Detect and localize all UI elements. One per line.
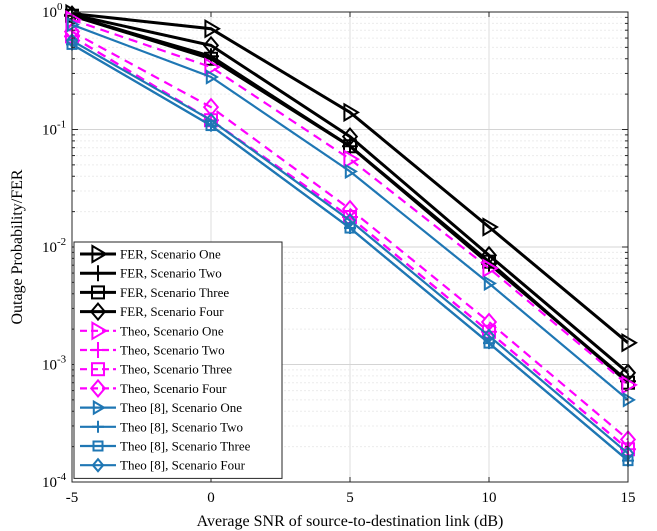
- y-tick-labels: 10-4 10-3 10-2 10-1 100: [42, 1, 67, 491]
- series-line: [71, 39, 629, 455]
- data-point-marker: [341, 199, 359, 219]
- y-tick-label: 10-4: [42, 471, 67, 491]
- legend-label: Theo [8], Scenario One: [120, 400, 242, 415]
- y-axis-title: Outage Probability/FER: [9, 169, 26, 324]
- legend-entry: FER, Scenario Four: [80, 302, 224, 322]
- legend-entry: FER, Scenario Three: [80, 285, 229, 300]
- legend-label: FER, Scenario One: [120, 247, 221, 262]
- legend-entry: Theo [8], Scenario One: [80, 399, 242, 416]
- series-line: [71, 30, 629, 441]
- legend-marker: [91, 321, 108, 341]
- legend-label: Theo, Scenario Two: [120, 343, 225, 358]
- data-point-marker: [205, 69, 219, 85]
- legend-entry: FER, Scenario Two: [80, 265, 222, 282]
- data-point-marker: [204, 19, 221, 39]
- data-point-marker: [622, 392, 636, 408]
- legend-entry: Theo, Scenario Two: [80, 342, 225, 358]
- legend-entry: Theo, Scenario Three: [80, 362, 232, 377]
- legend-marker: [90, 342, 106, 358]
- series-theo-8-scenario-one: [66, 16, 636, 408]
- legend-label: FER, Scenario Three: [120, 285, 229, 300]
- legend-label: Theo [8], Scenario Three: [120, 439, 251, 454]
- data-point-marker: [621, 375, 638, 395]
- y-tick-label: 10-1: [42, 119, 66, 139]
- legend-entry: Theo [8], Scenario Three: [80, 439, 251, 454]
- data-point-marker: [483, 275, 497, 292]
- data-point-marker: [483, 337, 495, 349]
- x-axis-title: Average SNR of source-to-destination lin…: [197, 513, 504, 530]
- legend-label: Theo, Scenario Four: [120, 381, 227, 396]
- data-point-marker: [621, 333, 638, 353]
- x-tick-label: -5: [66, 490, 79, 506]
- series-line: [71, 14, 629, 384]
- data-point-marker: [202, 35, 220, 55]
- x-tick-label: 5: [346, 490, 354, 506]
- data-point-marker: [343, 102, 360, 123]
- legend-entry: Theo, Scenario One: [80, 321, 224, 341]
- data-point-marker: [482, 328, 496, 344]
- legend-label: FER, Scenario Two: [120, 266, 222, 281]
- data-point-marker: [344, 163, 358, 180]
- series-line: [71, 23, 629, 401]
- data-point-marker: [482, 217, 499, 237]
- legend-label: Theo, Scenario One: [120, 323, 224, 338]
- legend-label: Theo, Scenario Three: [120, 362, 232, 377]
- data-point-marker: [482, 258, 499, 278]
- y-tick-label: 100: [42, 1, 63, 21]
- legend-marker: [91, 244, 108, 264]
- x-tick-label: 10: [482, 490, 497, 506]
- legend-entry: Theo [8], Scenario Two: [80, 419, 243, 434]
- data-point-marker: [341, 127, 359, 147]
- series-line: [71, 18, 629, 386]
- legend-marker: [92, 440, 104, 452]
- x-tick-label: 15: [621, 490, 636, 506]
- series-layer: [63, 3, 638, 467]
- legend-marker: [91, 285, 105, 300]
- legend-marker: [91, 362, 105, 377]
- legend: FER, Scenario One FER, Scenario Two FER, S…: [73, 241, 283, 479]
- data-point-marker: [343, 212, 357, 229]
- legend-label: Theo [8], Scenario Two: [120, 419, 243, 434]
- data-point-marker: [204, 57, 221, 77]
- legend-marker: [90, 265, 106, 282]
- data-point-marker: [343, 149, 360, 169]
- y-tick-label: 10-2: [42, 236, 66, 256]
- x-tick-labels: -5 0 5 10 15: [66, 490, 636, 506]
- legend-marker: [89, 302, 107, 322]
- data-point-marker: [66, 16, 80, 33]
- legend-marker: [89, 378, 107, 398]
- legend-marker: [92, 420, 104, 433]
- legend-entry: FER, Scenario One: [80, 244, 221, 264]
- series-line: [71, 12, 629, 344]
- legend-entry: Theo [8], Scenario Four: [80, 457, 246, 473]
- legend-marker: [92, 399, 106, 416]
- data-point-marker: [343, 139, 357, 154]
- legend-label: Theo [8], Scenario Four: [120, 458, 246, 473]
- legend-box: [73, 241, 283, 479]
- y-tick-label: 10-3: [42, 354, 67, 374]
- data-point-marker: [204, 112, 218, 128]
- x-tick-label: 0: [207, 490, 215, 506]
- data-point-marker: [344, 222, 356, 234]
- legend-marker: [91, 457, 105, 473]
- series-line: [71, 13, 629, 374]
- legend-label: FER, Scenario Four: [120, 304, 224, 319]
- legend-entry: Theo, Scenario Four: [80, 378, 227, 398]
